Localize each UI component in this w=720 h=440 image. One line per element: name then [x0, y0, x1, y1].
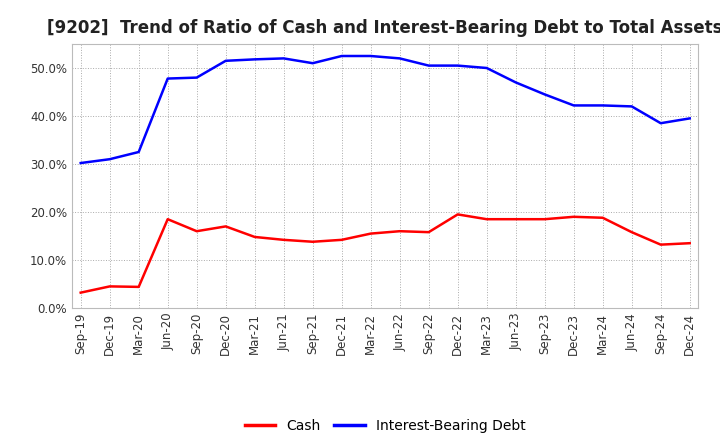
Legend: Cash, Interest-Bearing Debt: Cash, Interest-Bearing Debt: [239, 413, 531, 438]
Title: [9202]  Trend of Ratio of Cash and Interest-Bearing Debt to Total Assets: [9202] Trend of Ratio of Cash and Intere…: [48, 19, 720, 37]
